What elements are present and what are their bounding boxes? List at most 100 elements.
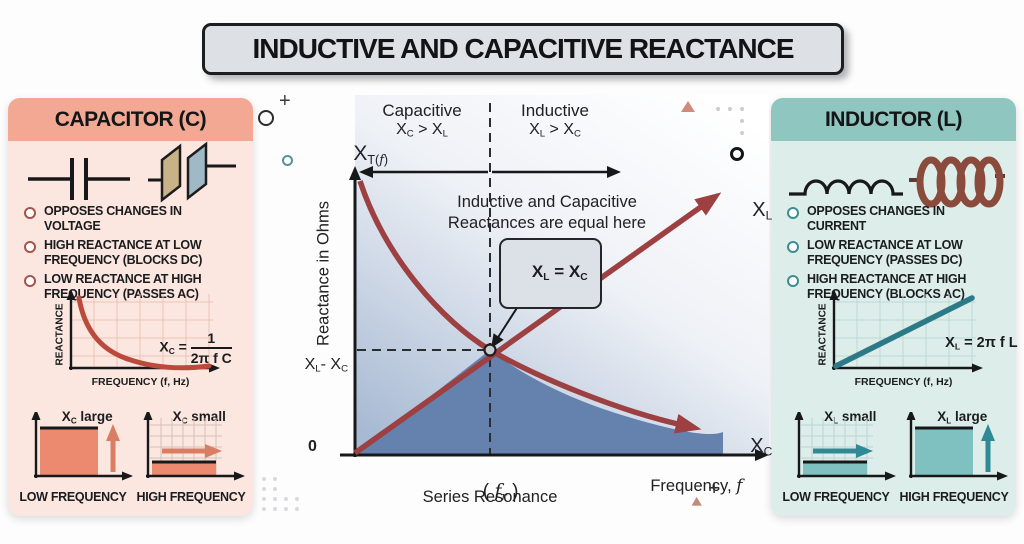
inductor-panel: INDUCTOR (L) OPPOSES CHANGES IN CURRENT …: [771, 98, 1018, 516]
sub-pre: T(: [367, 152, 380, 167]
bullet-dot-icon: [24, 275, 36, 287]
dot-decoration: [262, 477, 266, 481]
bullet-dot-icon: [24, 241, 36, 253]
dot-decoration: [295, 497, 299, 501]
inductor-bullet-list: OPPOSES CHANGES IN CURRENT LOW REACTANCE…: [787, 204, 1002, 306]
region-title: Capacitive: [382, 101, 462, 120]
region-title: Inductive: [520, 101, 590, 120]
dot-decoration: [295, 507, 299, 511]
label-rest: large: [76, 409, 113, 424]
under-curve-fill: [355, 350, 723, 455]
bullet-text: HIGH REACTANCE AT LOW FREQUENCY (BLOCKS …: [44, 238, 203, 267]
b-sub: C: [341, 363, 348, 375]
y-equal-mark: XL- XC: [268, 338, 348, 393]
xl-curve: [353, 192, 722, 456]
plus-decoration-icon: +: [708, 477, 721, 500]
note-line1: Inductive and Capacitive: [457, 193, 637, 211]
formula-sub: L: [954, 341, 961, 352]
capacitor-bullet-2: HIGH REACTANCE AT LOW FREQUENCY (BLOCKS …: [24, 238, 239, 267]
dot-decoration: [284, 497, 288, 501]
sub-post: ): [383, 152, 389, 167]
bullet-text: OPPOSES CHANGES IN VOLTAGE: [44, 204, 182, 233]
formula-fraction: 1 2π f C: [190, 330, 232, 366]
dot-decoration: [262, 497, 266, 501]
capacitor-bullet-3: LOW REACTANCE AT HIGH FREQUENCY (PASSES …: [24, 272, 239, 301]
note-line2: Reactances are equal here: [447, 214, 647, 233]
formula-sub: C: [168, 346, 175, 357]
base: X: [752, 199, 766, 221]
label-base: X: [937, 409, 947, 424]
page-title-text: INDUCTIVE AND CAPACITIVE REACTANCE: [252, 33, 794, 64]
triangle-decoration-icon: [681, 101, 695, 112]
region-formula: XL > XC: [494, 121, 616, 140]
plus-decoration-icon: +: [279, 90, 291, 112]
capacitor-panel-header: CAPACITOR (C): [8, 98, 253, 141]
resonance-frequency-label: ( fr ): [440, 458, 540, 525]
intersection-point: [483, 343, 497, 357]
xlabel-f: f: [736, 476, 743, 495]
dot-decoration: [284, 507, 288, 511]
inductor-high-freq-label: XL large: [897, 394, 1005, 440]
origin-label: 0: [308, 438, 317, 455]
paren-close: ): [506, 481, 519, 502]
a-sub: C: [406, 128, 414, 140]
page-title: INDUCTIVE AND CAPACITIVE REACTANCE: [202, 23, 844, 75]
op: =: [549, 262, 569, 281]
bullet-dot-icon: [787, 207, 799, 219]
capacitor-low-freq-label: XC large: [22, 394, 130, 440]
bullet-text: LOW REACTANCE AT LOW FREQUENCY (PASSES D…: [807, 238, 963, 267]
bold-circle-decoration-icon: [730, 147, 744, 161]
formula-base: X: [945, 335, 955, 351]
label-sub: L: [946, 416, 952, 426]
dot-decoration: [273, 507, 277, 511]
y-axis-label: Reactance in Ohms: [314, 201, 333, 346]
inductor-high-freq-caption: HIGH FREQUENCY: [899, 490, 1009, 504]
a: X: [529, 121, 540, 138]
bullet-dot-icon: [787, 241, 799, 253]
op: >: [545, 121, 564, 138]
dot-decoration: [740, 107, 744, 111]
label-sub: C: [181, 416, 188, 426]
dot-decoration: [273, 487, 277, 491]
label-base: X: [61, 409, 71, 424]
dot-decoration: [273, 477, 277, 481]
b-sub: C: [580, 271, 588, 283]
series-resonance-caption: Series Resonance: [422, 488, 558, 506]
op: -: [320, 356, 331, 373]
inductor-formula: XL = 2π f L: [921, 319, 1017, 367]
label-rest: small: [838, 409, 877, 424]
a: X: [396, 121, 407, 138]
inductor-high-freq-chart: [906, 412, 1008, 481]
equal-reactance-note: Inductive and Capacitive Reactances are …: [438, 192, 656, 234]
capacitor-panel: CAPACITOR (C) OPPOSES CHANGES IN VOLTAGE…: [8, 98, 253, 516]
b: X: [330, 356, 342, 373]
b-sub: L: [442, 128, 448, 140]
a-sub: L: [543, 271, 550, 283]
capacitor-high-freq-label: XC small: [134, 394, 242, 440]
inductor-low-freq-caption: LOW FREQUENCY: [782, 490, 890, 504]
b: X: [431, 121, 443, 138]
xl-equals-xc-badge: XL = XC: [499, 238, 602, 309]
inductor-bullet-2: LOW REACTANCE AT LOW FREQUENCY (PASSES D…: [787, 238, 1002, 267]
capacitor-symbol-icon: [28, 158, 130, 200]
x-axis-label: Frequency, f: [632, 457, 742, 515]
a: X: [531, 262, 544, 281]
capacitor-high-freq-chart: [143, 412, 245, 481]
capacitor-graph-xlabel: FREQUENCY (f, Hz): [91, 376, 190, 388]
label-sub: L: [833, 416, 839, 426]
bullet-text: LOW REACTANCE AT HIGH FREQUENCY (PASSES …: [44, 272, 202, 301]
region-formula: XC > XL: [358, 121, 486, 140]
xl-curve-label: XL: [730, 176, 772, 245]
capacitor-bullet-list: OPPOSES CHANGES IN VOLTAGE HIGH REACTANC…: [24, 204, 239, 306]
f: f: [494, 480, 502, 502]
inductive-region-label: Inductive XL > XC: [494, 101, 616, 140]
f-sub: r: [501, 489, 507, 504]
sub-f: f: [379, 151, 384, 167]
b-sub: C: [573, 128, 581, 140]
op: >: [413, 121, 432, 138]
capacitor-graph: [66, 290, 220, 373]
inductor-graph: [829, 290, 983, 373]
inductor-low-freq-label: XL small: [785, 394, 893, 440]
formula-eq: =: [174, 338, 191, 355]
